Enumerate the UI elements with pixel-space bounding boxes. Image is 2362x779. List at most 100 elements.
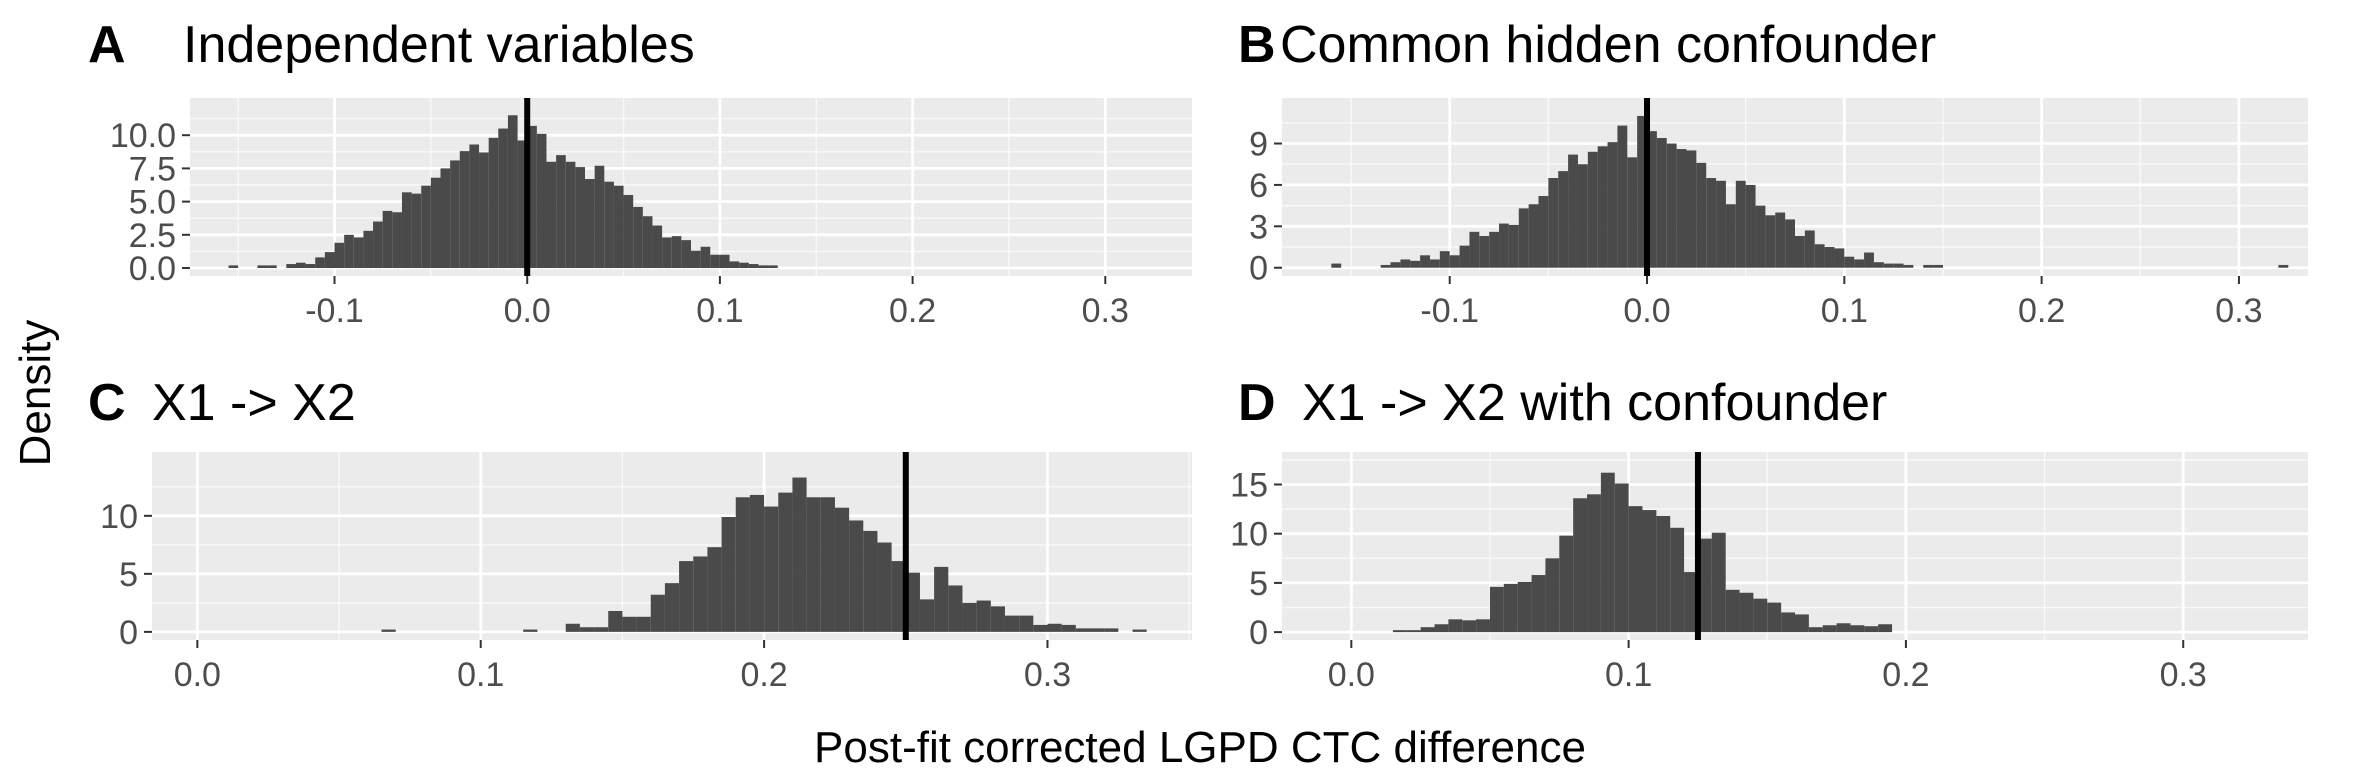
histogram-bar — [392, 212, 402, 269]
histogram-bar — [849, 520, 864, 632]
histogram-bar — [1577, 164, 1588, 268]
y-tick-label: 0 — [119, 614, 138, 652]
histogram-bar — [315, 257, 325, 269]
histogram-bar — [976, 600, 991, 632]
histogram-bar — [681, 240, 691, 269]
histogram-bar — [604, 181, 614, 269]
histogram-bar — [363, 230, 374, 269]
histogram-bar — [1410, 260, 1421, 268]
histogram-bar — [1923, 264, 1934, 268]
histogram-bar — [1469, 231, 1480, 268]
histogram-bar — [1864, 252, 1874, 268]
histogram-bar — [710, 254, 720, 269]
histogram-bar — [1755, 205, 1766, 268]
histogram-bar — [1893, 263, 1904, 268]
histogram-bar — [344, 234, 354, 269]
histogram-bar — [536, 133, 547, 269]
histogram-bar — [613, 185, 624, 269]
histogram-bar — [507, 115, 518, 269]
panel-title: X1 -> X2 with confounder — [1302, 374, 1887, 432]
histogram-bar — [739, 262, 749, 269]
x-tick-label: -0.1 — [1420, 292, 1479, 330]
histogram-bar — [1400, 259, 1411, 268]
histogram-bar — [1642, 510, 1657, 633]
panel-d: D X1 -> X2 with confounder 0.0 0.1 0.2 0.3 0… — [1230, 374, 2308, 694]
x-tick-label: 0.1 — [457, 656, 504, 694]
histogram-bar — [1804, 230, 1815, 268]
histogram-bar — [719, 254, 730, 269]
y-tick-label: 0 — [1249, 250, 1268, 288]
histogram-bar — [1479, 235, 1490, 268]
panel-tag: D — [1238, 374, 1276, 432]
histogram-bar — [1489, 586, 1504, 633]
histogram-bar — [679, 561, 694, 632]
histogram-bar — [1559, 535, 1574, 633]
histogram-bar — [1627, 157, 1638, 268]
histogram-bar — [735, 497, 750, 632]
histogram-bar — [1684, 572, 1698, 633]
x-tick-label: 0.0 — [504, 292, 551, 330]
panel-b: B Common hidden confounder -0.1 0.0 0.1 0.2… — [1238, 16, 2308, 330]
histogram-bar — [671, 236, 682, 269]
histogram-bar — [546, 161, 557, 269]
histogram-bar — [664, 583, 680, 632]
histogram-bar — [1420, 627, 1435, 633]
histogram-bar — [1656, 515, 1671, 633]
histogram-bar — [729, 261, 740, 269]
histogram-bar — [381, 629, 396, 632]
x-tick-label: 0.0 — [1328, 656, 1375, 694]
histogram-bar — [517, 140, 528, 269]
panel-tag: A — [88, 16, 126, 74]
histogram-bar — [1711, 532, 1726, 633]
histogram-bar — [748, 264, 759, 269]
histogram-bar — [633, 206, 643, 269]
y-axis-label: Density — [11, 320, 60, 467]
histogram-bar — [1449, 255, 1460, 268]
histogram-bar — [334, 242, 345, 269]
histogram-bar — [594, 165, 605, 269]
x-tick-label: 0.1 — [696, 292, 743, 330]
histogram-bar — [527, 125, 537, 269]
histogram-bar — [948, 585, 963, 632]
histogram-bar — [228, 265, 239, 269]
histogram-bar — [1406, 630, 1421, 633]
histogram-bar — [1607, 142, 1618, 268]
histogram-bar — [1508, 224, 1519, 268]
histogram-bar — [1587, 151, 1598, 268]
histogram-bar — [1873, 262, 1884, 268]
histogram-bar — [295, 262, 306, 269]
histogram-bar — [806, 497, 821, 632]
histogram-bar — [1587, 494, 1601, 633]
panel-c: C X1 -> X2 0.0 0.1 0.2 0.3 0 5 10 — [88, 374, 1192, 694]
histogram-bar — [1795, 235, 1805, 268]
histogram-bar — [1459, 245, 1470, 268]
histogram-bar — [1834, 248, 1845, 268]
histogram-bar — [401, 192, 412, 269]
y-tick-label: 10.0 — [110, 117, 176, 155]
histogram-bar — [1558, 171, 1569, 268]
histogram-bar — [764, 506, 779, 632]
histogram-bar — [565, 623, 580, 632]
histogram-bar — [1697, 538, 1712, 633]
histogram-bar — [488, 137, 499, 269]
histogram-bar — [1878, 624, 1893, 633]
histogram-bar — [2278, 264, 2289, 268]
histogram-bar — [1854, 259, 1865, 268]
y-tick-label: 0 — [1249, 614, 1268, 652]
histogram-bar — [1047, 623, 1062, 632]
histogram-bar — [1753, 598, 1768, 633]
histogram-bar — [286, 264, 296, 269]
histogram-bar — [1617, 125, 1628, 268]
histogram-bar — [556, 155, 566, 269]
panel-title: Common hidden confounder — [1280, 16, 1936, 74]
histogram-bar — [622, 616, 637, 632]
histogram-bar — [1716, 180, 1726, 268]
x-tick-label: 0.1 — [1605, 656, 1652, 694]
histogram-bar — [1538, 195, 1549, 268]
histogram-bar — [1767, 602, 1782, 633]
histogram-bar — [1814, 244, 1825, 268]
histogram-bar — [707, 547, 722, 632]
x-tick-label: 0.2 — [2018, 292, 2065, 330]
histogram-bar — [1637, 115, 1648, 268]
